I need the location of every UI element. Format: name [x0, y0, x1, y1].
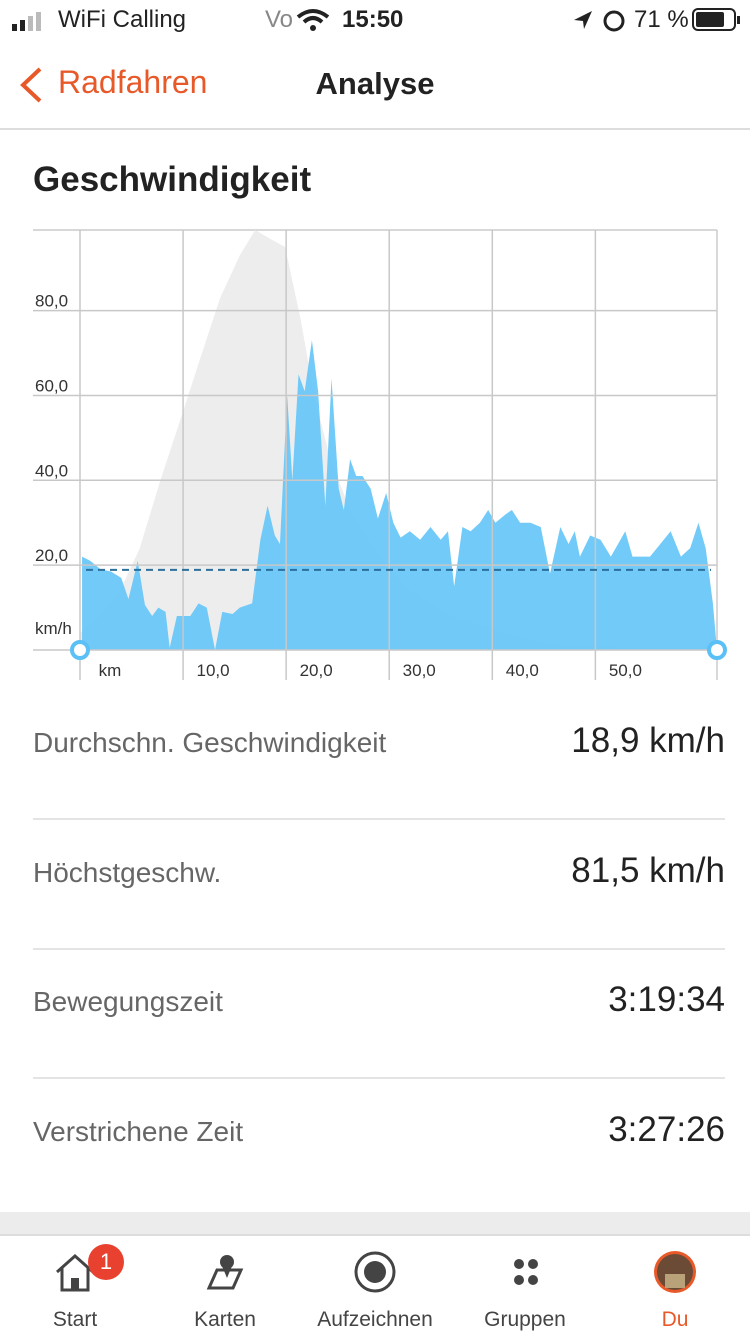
network: Vo	[265, 6, 294, 33]
back-button[interactable]: Radfahren	[58, 64, 208, 100]
stat-value: 18,9 km/h	[571, 721, 725, 760]
stat-label: Durchschn. Geschwindigkeit	[33, 727, 387, 758]
stat-row: Bewegungszeit 3:19:34	[33, 948, 725, 1079]
wifi-icon	[296, 9, 330, 31]
tab[interactable]: Start 1	[0, 1236, 150, 1336]
back-arrow[interactable]	[16, 66, 46, 106]
stat-label: Höchstgeschw.	[33, 856, 222, 888]
spacer	[0, 1212, 750, 1234]
range-handle	[707, 640, 727, 660]
stat-row: Verstrichene Zeit 3:27:26	[33, 1078, 725, 1207]
section-title: Geschwindigkeit	[33, 160, 312, 199]
tab-icon	[514, 1259, 538, 1285]
tab-icon	[206, 1255, 244, 1290]
battery-level: 71 %	[634, 6, 689, 33]
stat-label: Verstrichene Zeit	[33, 1115, 244, 1147]
y-tick-label: 40,0	[35, 461, 68, 480]
tab-icon	[654, 1251, 696, 1293]
range-handle	[70, 640, 90, 660]
speed-chart: km/h 20,0 40,0 60,0 80,0 km 10,0 20,0 30,0 40,0 50…	[33, 229, 727, 680]
tab-icon	[56, 1253, 94, 1292]
stat-value: 3:19:34	[608, 980, 725, 1019]
status-icons	[574, 10, 625, 32]
stat-row: Höchstgeschw. 81,5 km/h	[33, 819, 725, 950]
x-tick-label: 50,0	[609, 661, 642, 680]
tab-label: Gruppen	[484, 1308, 566, 1331]
y-tick-label: 80,0	[35, 292, 68, 311]
badge: 1	[88, 1244, 124, 1280]
carrier: WiFi Calling	[58, 6, 187, 33]
x-tick-label: 10,0	[197, 661, 230, 680]
area	[82, 340, 718, 650]
stat-value: 3:27:26	[608, 1109, 725, 1149]
nav-title: Analyse	[315, 66, 435, 101]
signal-icon	[12, 12, 41, 31]
x-tick-label: 30,0	[403, 661, 436, 680]
stat-row: Durchschn. Geschwindigkeit 18,9 km/h	[33, 689, 725, 820]
stat-value: 81,5 km/h	[571, 850, 725, 890]
divider	[0, 128, 750, 130]
tab[interactable]: Du	[600, 1236, 750, 1336]
tab[interactable]: Gruppen	[450, 1236, 600, 1336]
y-tick-label: 20,0	[35, 546, 68, 565]
tab-icon	[354, 1251, 396, 1293]
tab-label: Karten	[194, 1308, 256, 1331]
battery-icon	[692, 8, 740, 31]
y-tick-label: 60,0	[35, 376, 68, 395]
tab-label: Start	[52, 1308, 98, 1331]
area	[80, 230, 717, 650]
x-tick-label: 40,0	[506, 661, 539, 680]
stat-label: Bewegungszeit	[33, 986, 223, 1017]
tab-label: Du	[661, 1308, 689, 1331]
x-tick-label: 20,0	[300, 661, 333, 680]
y-tick-label: km/h	[35, 619, 72, 638]
tab[interactable]: Aufzeichnen	[300, 1236, 450, 1336]
clock: 15:50	[342, 6, 404, 33]
x-tick-label: km	[99, 661, 122, 680]
tab[interactable]: Karten	[150, 1236, 300, 1336]
tab-bar: Start 1 Karten Aufzeichnen Gruppen Du	[0, 1234, 750, 1336]
tab-label: Aufzeichnen	[317, 1308, 433, 1331]
